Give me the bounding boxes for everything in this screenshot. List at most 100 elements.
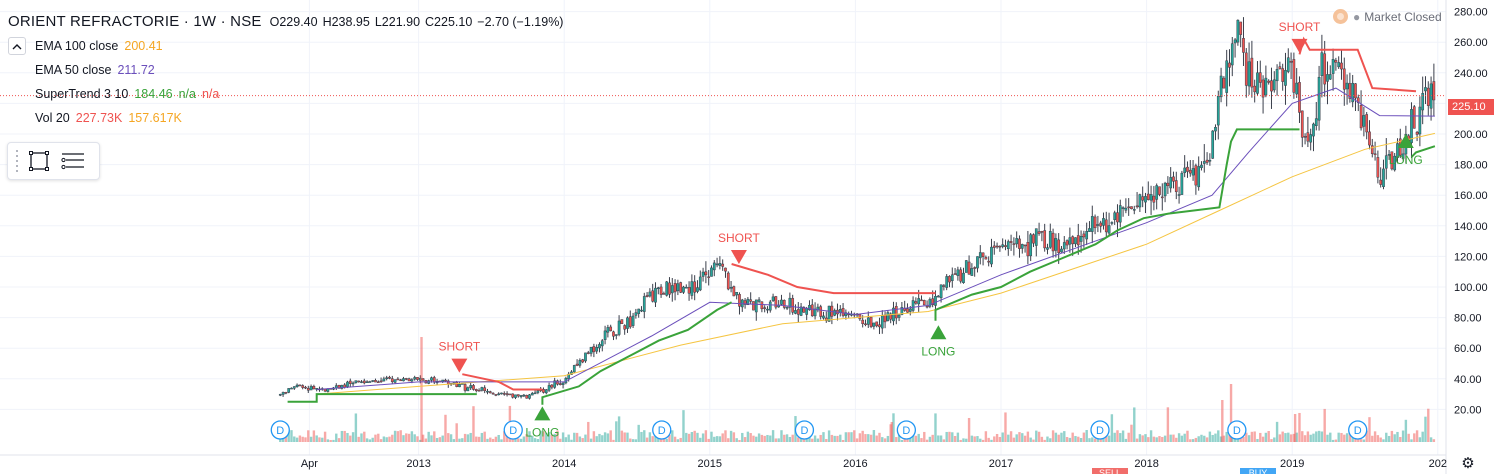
time-tick-label: 2014 [552,458,576,470]
floating-toolbar[interactable] [7,142,100,180]
dividend-marker[interactable]: D [503,420,523,440]
candle [1256,61,1259,96]
volume-bar [1323,408,1326,442]
volume-bar [1371,435,1374,442]
candle-body [1048,231,1052,248]
dividend-marker[interactable]: D [270,420,290,440]
rectangle-select-icon[interactable] [22,146,56,176]
volume-bar [1393,434,1396,442]
volume-bar [312,430,316,442]
volume-bar [295,437,299,442]
volume-bar [410,431,414,442]
dividend-marker[interactable]: D [1348,420,1368,440]
candle [357,380,361,383]
volume-bar [699,437,702,442]
candle [399,378,403,382]
volume-bar [654,435,657,442]
candle-body [1191,168,1195,176]
candle-body [290,387,293,390]
candle-body [724,267,727,272]
candle [508,393,512,396]
volume-bar [1387,435,1391,442]
candle [740,298,744,312]
candle-body [670,285,674,294]
candle [491,392,495,395]
volume-bar [1278,434,1282,442]
indicator-value: n/a [178,87,196,101]
indicator-row-ema100[interactable]: EMA 100 close 200.41 [8,34,568,58]
price-tick-label: 100.00 [1454,282,1488,294]
volume-bar [477,436,481,442]
indicator-row-supertrend[interactable]: SuperTrend 3 10 184.46 n/a n/a [8,82,568,106]
dividend-marker[interactable]: D [896,420,917,440]
indicator-row-volume[interactable]: Vol 20 227.73K 157.617K [8,106,568,130]
candle [1172,171,1175,189]
candle-body [315,388,319,390]
gear-icon[interactable]: ⚙ [1461,455,1474,472]
candle-body [1275,69,1279,82]
candle-body [1401,153,1405,159]
dividend-marker[interactable]: D [1090,420,1110,440]
candle-body [922,300,926,306]
dividend-marker[interactable]: D [652,420,672,440]
candle [1121,206,1125,217]
volume-bar [738,439,741,442]
volume-bar [1401,430,1405,442]
volume-bar [1418,437,1422,442]
indicator-row-ema50[interactable]: EMA 50 close 211.72 [8,58,568,82]
sell-button[interactable] [1092,468,1128,474]
volume-bar [573,432,576,442]
candle-body [668,282,671,295]
candle [648,288,652,298]
sell-arrow-icon [451,358,468,373]
buy-button[interactable] [1240,468,1276,474]
candle-body [1141,196,1145,201]
volume-bar [701,433,705,442]
volume-bar [321,437,324,442]
time-tick-label: 202 [1429,458,1447,470]
candle-body [441,379,445,382]
candle-body [1370,145,1374,154]
volume-bar [679,437,682,442]
symbol-title[interactable]: ORIENT REFRACTORIE · 1W · NSE [8,13,262,30]
candle [626,316,629,333]
candle [458,381,461,388]
candle [914,297,918,305]
buy-arrow-icon [534,406,551,421]
volume-bar [830,434,834,442]
candle-body [693,281,697,293]
candle-body [430,377,433,381]
candle-body [1272,79,1276,91]
volume-bar [357,436,360,442]
candle [721,259,725,271]
volume-bar [1264,432,1268,442]
candle [1270,67,1273,109]
volume-bar [620,430,624,442]
volume-bar [693,430,696,442]
candle-body [1418,106,1422,135]
volume-bar [430,435,433,442]
chevron-up-icon[interactable] [8,37,26,55]
dividend-marker[interactable]: D [794,420,815,440]
dividend-marker[interactable]: D [1227,420,1247,440]
candle [701,267,705,282]
candle-body [1149,194,1153,201]
candle-body [556,380,559,385]
drag-handle-icon[interactable] [12,150,22,172]
candle [1177,186,1181,204]
candle [704,261,708,284]
candle-body [550,384,554,388]
candle-body [911,300,915,311]
candle [1382,159,1385,190]
volume-bar [780,430,783,442]
object-tree-icon[interactable] [56,146,90,176]
candle [1174,171,1178,200]
volume-bar [1124,438,1128,442]
candle [1113,210,1117,225]
candle-body [1169,177,1173,189]
candle-body [469,385,473,389]
candle-body [962,272,965,283]
candle [1093,214,1097,235]
